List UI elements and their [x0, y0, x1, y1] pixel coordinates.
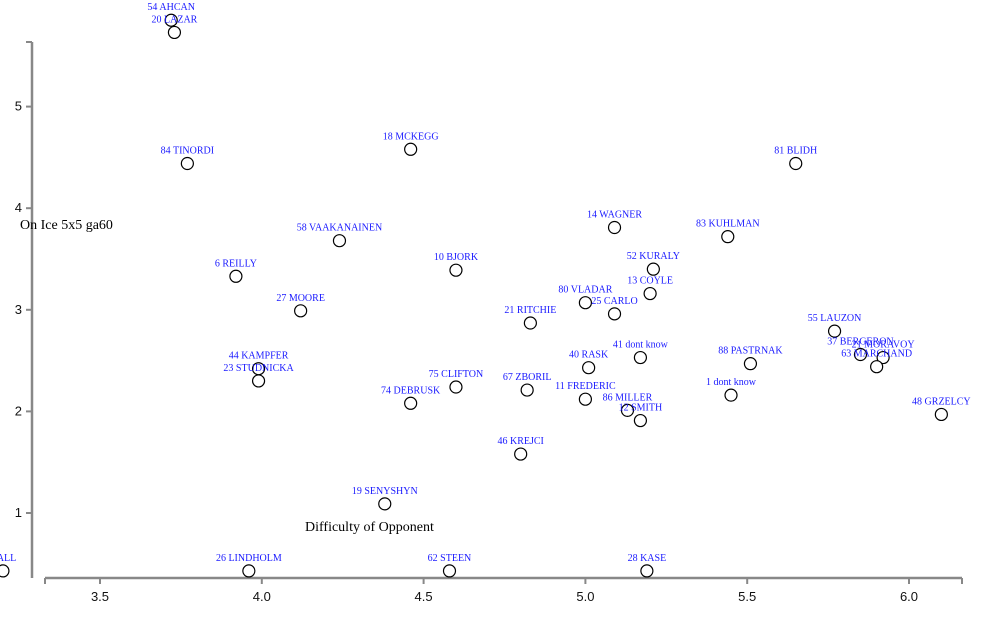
x-tick-label: 4.0: [253, 589, 271, 604]
data-point-label: 86 MILLER: [603, 392, 653, 403]
x-tick-label: 6.0: [900, 589, 918, 604]
data-point[interactable]: [229, 269, 243, 283]
data-point[interactable]: [724, 388, 738, 402]
data-point[interactable]: [633, 350, 648, 365]
x-axis-label: Difficulty of Opponent: [305, 520, 434, 535]
data-point-label: 18 MCKEGG: [383, 131, 439, 142]
data-point-label: 44 KAMPFER: [229, 351, 289, 362]
data-point-label: 81 BLIDH: [774, 145, 817, 156]
data-point-label: 27 MOORE: [276, 293, 325, 304]
data-point[interactable]: [164, 13, 178, 27]
data-point-label: 67 ZBORIL: [503, 372, 552, 383]
y-tick-label: 1: [15, 505, 22, 520]
data-point-label: 41 dont know: [613, 340, 669, 351]
data-point[interactable]: [514, 447, 528, 461]
data-point-label: 19 SENYSHYN: [352, 486, 418, 497]
data-point-label: 6 REILLY: [215, 258, 257, 269]
data-point[interactable]: [180, 156, 194, 171]
data-point-label: 63 MARCHAND: [841, 349, 912, 360]
data-point-label: 84 TINORDI: [161, 145, 214, 156]
data-point[interactable]: [449, 380, 463, 394]
data-point-label: 62 STEEN: [428, 553, 472, 564]
data-point[interactable]: [876, 350, 890, 365]
data-point-label: 23 STUDNICKA: [223, 363, 294, 374]
data-point-label: 37 BERGERON: [827, 337, 893, 348]
data-point[interactable]: [620, 403, 635, 417]
data-point[interactable]: [294, 304, 308, 318]
y-axis-label: On Ice 5x5 ga60: [20, 218, 113, 233]
y-tick-label: 4: [15, 200, 22, 215]
data-point-label: 58 VAAKANAINEN: [297, 223, 382, 234]
data-point-label: 14 WAGNER: [587, 210, 642, 221]
data-point-label: 28 KASE: [628, 553, 667, 564]
data-point[interactable]: [827, 324, 842, 338]
data-point[interactable]: [442, 564, 457, 578]
x-axis: 3.5 4.0 4.5 5.0 5.5 6.0: [44, 576, 963, 604]
y-tick-label: 5: [15, 99, 22, 114]
data-point[interactable]: [640, 564, 654, 578]
data-point[interactable]: [578, 296, 593, 310]
data-point[interactable]: [870, 360, 884, 374]
y-tick-label: 3: [15, 302, 22, 317]
x-tick-label: 4.5: [415, 589, 433, 604]
data-point-label: 88 PASTRNAK: [718, 346, 783, 357]
data-point[interactable]: [789, 156, 803, 171]
data-point-label: 74 DEBRUSK: [381, 385, 441, 396]
data-point-label: 13 COYLE: [627, 276, 673, 287]
data-point[interactable]: [607, 307, 622, 321]
data-point[interactable]: [404, 142, 418, 156]
y-axis: 1 2 3 4 5: [15, 41, 34, 578]
data-point-label: 48 GRZELCY: [912, 396, 971, 407]
data-point[interactable]: [332, 234, 347, 248]
data-point[interactable]: [378, 497, 392, 511]
data-point[interactable]: [449, 263, 463, 277]
data-point[interactable]: [853, 347, 868, 362]
data-point-label: 21 MORAVOY: [852, 340, 915, 351]
data-point-label: 10 BJORK: [434, 252, 479, 263]
data-point[interactable]: [934, 407, 948, 422]
data-point[interactable]: [520, 383, 534, 397]
data-point[interactable]: [523, 316, 537, 330]
data-point-label: 11 FREDERIC: [555, 381, 616, 392]
data-point[interactable]: [607, 220, 622, 235]
data-point[interactable]: [582, 361, 596, 375]
x-tick-label: 5.5: [738, 589, 756, 604]
x-tick-label: 3.5: [91, 589, 109, 604]
data-point-label: 21 RITCHIE: [504, 305, 556, 316]
data-point[interactable]: [643, 286, 657, 301]
data-point-label: 55 LAUZON: [808, 313, 862, 324]
data-point[interactable]: [743, 357, 758, 371]
data-point-label: 12 SMITH: [619, 403, 663, 414]
data-point-label: 40 RASK: [569, 350, 609, 361]
data-point[interactable]: [646, 262, 660, 276]
data-point[interactable]: [633, 413, 648, 428]
data-point[interactable]: [251, 374, 266, 388]
data-point-label: 52 KURALY: [627, 251, 680, 262]
data-point-label: 46 KREJCI: [497, 436, 543, 447]
data-point[interactable]: [0, 564, 10, 578]
data-point-label: 83 KUHLMAN: [696, 219, 760, 230]
data-point-label: 1 dont know: [706, 377, 757, 388]
data-point[interactable]: [578, 392, 593, 406]
data-point[interactable]: [404, 396, 418, 410]
data-point-label: 80 VLADAR: [558, 285, 612, 296]
y-tick-label: 2: [15, 403, 22, 418]
data-point-label: 54 AHCAN: [147, 2, 195, 13]
data-point[interactable]: [167, 25, 182, 40]
data-point[interactable]: [242, 564, 256, 578]
x-tick-label: 5.0: [576, 589, 594, 604]
data-point-label: 20 LAZAR: [152, 14, 198, 25]
data-point-label: 26 LINDHOLM: [216, 553, 282, 564]
data-point[interactable]: [721, 230, 735, 244]
data-point-label: HALL: [0, 553, 16, 564]
data-point-label: 75 CLIFTON: [429, 369, 484, 380]
data-point-label: 25 CARLO: [591, 296, 637, 307]
